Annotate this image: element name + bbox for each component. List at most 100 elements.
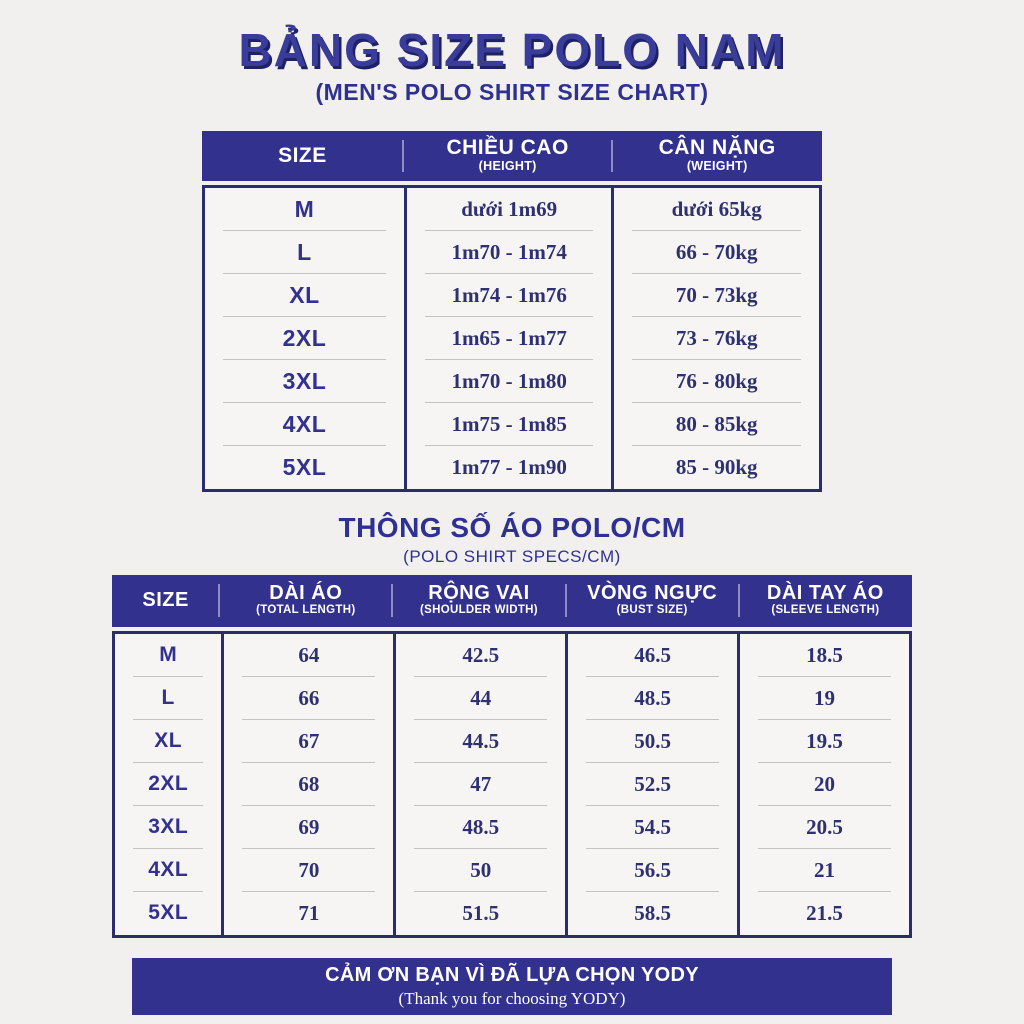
value-cell: 66 [221, 676, 393, 720]
size-cell: 4XL [115, 849, 221, 892]
size-cell: 3XL [115, 806, 221, 849]
page-subtitle: (MEN'S POLO SHIRT SIZE CHART) [315, 78, 709, 105]
header-label: DÀI TAY ÁO [766, 582, 884, 605]
size-cell: 2XL [205, 317, 404, 360]
value-cell: 21.5 [737, 891, 909, 935]
value-cell: 46.5 [565, 633, 737, 677]
value-cell: dưới 65kg [611, 187, 819, 231]
value-cell: 73 - 76kg [611, 316, 819, 360]
header-label: RỘNG VAI [428, 582, 530, 605]
header-cell-bust-size: VÒNG NGỰC (BUST SIZE) [564, 575, 739, 627]
size-cell: 3XL [205, 360, 404, 403]
value-cell: 1m65 - 1m77 [403, 316, 612, 360]
table-row: 2XL 68 47 52.5 20 [115, 762, 909, 806]
header-sublabel: (SLEEVE LENGTH) [771, 604, 880, 617]
value-cell: 71 [221, 891, 393, 935]
table-row: 4XL 1m75 - 1m85 80 - 85kg [205, 402, 819, 446]
size-cell: XL [115, 720, 221, 763]
value-cell: 56.5 [565, 848, 737, 892]
header-label: DÀI ÁO [269, 582, 343, 605]
table-header: SIZE CHIỀU CAO (HEIGHT) CÂN NẶNG (WEIGHT… [202, 130, 822, 181]
specs-section-subtitle: (POLO SHIRT SPECS/CM) [403, 546, 621, 566]
value-cell: 48.5 [393, 805, 565, 849]
table-body: M 64 42.5 46.5 18.5 L 66 44 48.5 19 XL 67 44.5 50.5 19… [112, 630, 912, 938]
value-cell: dưới 1m69 [403, 187, 612, 231]
header-cell-size: SIZE [202, 131, 403, 181]
value-cell: 50 [393, 848, 565, 892]
value-cell: 42.5 [393, 633, 565, 677]
value-cell: 66 - 70kg [611, 230, 819, 274]
value-cell: 51.5 [393, 891, 565, 935]
table-header: SIZE DÀI ÁO (TOTAL LENGTH) RỘNG VAI (SHO… [112, 574, 912, 627]
value-cell: 48.5 [565, 676, 737, 720]
header-cell-weight: CÂN NẶNG (WEIGHT) [611, 131, 822, 181]
value-cell: 1m70 - 1m80 [403, 359, 612, 403]
value-cell: 18.5 [737, 633, 909, 677]
table-row: XL 67 44.5 50.5 19.5 [115, 719, 909, 763]
value-cell: 67 [221, 719, 393, 763]
thank-you-banner: CẢM ƠN BẠN VÌ ĐÃ LỰA CHỌN YODY (Thank yo… [132, 957, 892, 1015]
specs-section-title: THÔNG SỐ ÁO POLO/CM [338, 511, 686, 543]
table-row: L 1m70 - 1m74 66 - 70kg [205, 230, 819, 274]
table-row: 5XL 71 51.5 58.5 21.5 [115, 891, 909, 935]
value-cell: 1m74 - 1m76 [403, 273, 612, 317]
header-cell-sleeve-length: DÀI TAY ÁO (SLEEVE LENGTH) [737, 575, 912, 627]
size-cell: 2XL [115, 763, 221, 806]
table-row: 3XL 1m70 - 1m80 76 - 80kg [205, 359, 819, 403]
value-cell: 1m77 - 1m90 [403, 445, 612, 489]
value-cell: 19.5 [737, 719, 909, 763]
header-sublabel: (WEIGHT) [686, 159, 748, 174]
size-cell: XL [205, 274, 404, 317]
value-cell: 20.5 [737, 805, 909, 849]
header-sublabel: (HEIGHT) [478, 159, 537, 174]
header-label: VÒNG NGỰC [587, 582, 718, 605]
header-cell-size: SIZE [112, 575, 219, 627]
header-cell-shoulder-width: RỘNG VAI (SHOULDER WIDTH) [391, 575, 565, 627]
value-cell: 54.5 [565, 805, 737, 849]
value-cell: 19 [737, 676, 909, 720]
value-cell: 70 [221, 848, 393, 892]
value-cell: 58.5 [565, 891, 737, 935]
value-cell: 85 - 90kg [611, 445, 819, 489]
thank-you-text-vi: CẢM ƠN BẠN VÌ ĐÃ LỰA CHỌN YODY [325, 963, 699, 986]
garment-specs-table: SIZE DÀI ÁO (TOTAL LENGTH) RỘNG VAI (SHO… [112, 574, 912, 938]
size-cell: 5XL [148, 901, 189, 925]
header-sublabel: (TOTAL LENGTH) [256, 604, 356, 617]
value-cell: 50.5 [565, 719, 737, 763]
size-cell: 5XL [282, 453, 327, 480]
table-row: L 66 44 48.5 19 [115, 676, 909, 720]
value-cell: 64 [221, 633, 393, 677]
page-title: BẢNG SIZE POLO NAM [238, 24, 786, 76]
size-cell: L [205, 231, 404, 274]
value-cell: 1m70 - 1m74 [403, 230, 612, 274]
value-cell: 76 - 80kg [611, 359, 819, 403]
header-cell-total-length: DÀI ÁO (TOTAL LENGTH) [218, 575, 392, 627]
value-cell: 47 [393, 762, 565, 806]
size-height-weight-table: SIZE CHIỀU CAO (HEIGHT) CÂN NẶNG (WEIGHT… [202, 130, 822, 492]
header-cell-height: CHIỀU CAO (HEIGHT) [401, 131, 613, 181]
value-cell: 21 [737, 848, 909, 892]
size-cell: 4XL [205, 403, 404, 446]
value-cell: 44.5 [393, 719, 565, 763]
value-cell: 1m75 - 1m85 [403, 402, 612, 446]
value-cell: 70 - 73kg [611, 273, 819, 317]
value-cell: 80 - 85kg [611, 402, 819, 446]
header-label: CHIỀU CAO [446, 136, 569, 160]
size-cell: L [115, 677, 221, 720]
value-cell: 68 [221, 762, 393, 806]
thank-you-text-en: (Thank you for choosing YODY) [398, 988, 626, 1008]
value-cell: 20 [737, 762, 909, 806]
header-sublabel: (BUST SIZE) [616, 604, 688, 617]
header-label: CÂN NẶNG [658, 136, 776, 160]
header-label: SIZE [142, 589, 189, 612]
table-row: 4XL 70 50 56.5 21 [115, 848, 909, 892]
table-row: 2XL 1m65 - 1m77 73 - 76kg [205, 316, 819, 360]
table-row: M 64 42.5 46.5 18.5 [115, 633, 909, 677]
value-cell: 44 [393, 676, 565, 720]
value-cell: 69 [221, 805, 393, 849]
table-row: 3XL 69 48.5 54.5 20.5 [115, 805, 909, 849]
value-cell: 52.5 [565, 762, 737, 806]
